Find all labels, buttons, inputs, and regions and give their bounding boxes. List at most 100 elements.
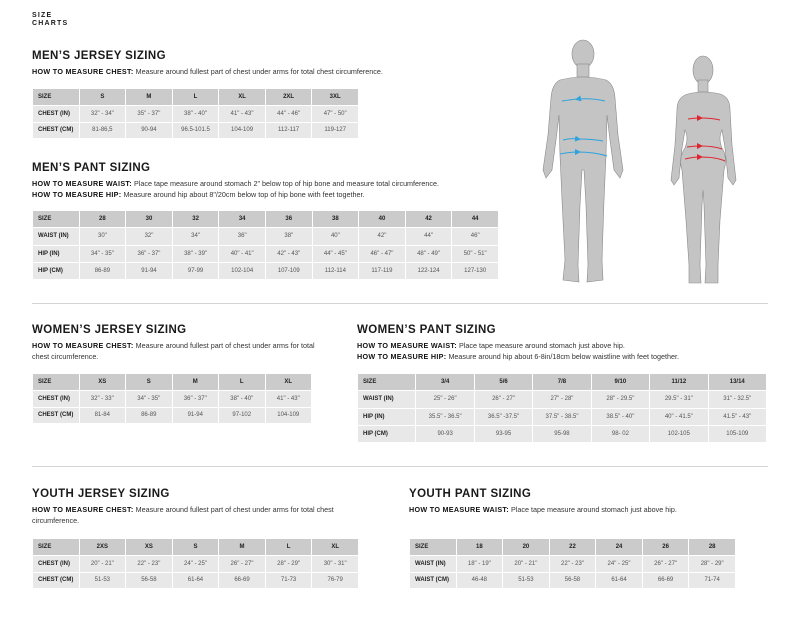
table-header-cell: 36: [264, 209, 313, 229]
section-title: WOMEN’S JERSEY SIZING: [32, 324, 187, 336]
table-cell: 102-104: [218, 261, 266, 281]
table-header-row: SIZE 18 20 22 24 26 28: [409, 538, 736, 556]
womens-pant-table: SIZE 3/4 5/6 7/8 9/10 11/12 13/14 WAIST (IN) 25"…: [356, 372, 768, 444]
table-cell: 119-127: [311, 121, 359, 140]
table-row: CHEST (IN) 32" - 33" 34" - 35" 36" - 37" 38"…: [32, 389, 312, 408]
table-cell: 44" - 46": [264, 104, 313, 123]
instruction-text: Place tape measure around stomach 2" bel…: [134, 179, 440, 188]
table-header-row: SIZE S M L XL 2XL 3XL: [32, 88, 359, 106]
table-cell: 48" - 49": [404, 244, 453, 263]
table-header-cell: S: [171, 538, 220, 556]
table-header-cell: 22: [548, 538, 597, 556]
instruction-label: HOW TO MEASURE HIP:: [32, 189, 122, 199]
table-cell: 44" - 45": [311, 244, 360, 263]
table-cell: 76-79: [311, 571, 359, 590]
instruction-text: Measure around fullest part of chest und…: [135, 67, 383, 76]
mens-pant-table: SIZE 28 30 32 34 36 38 40 42 44 WAIST (IN) 30" 32" 34…: [32, 209, 499, 281]
youth-jersey-table: SIZE 2XS XS S M L XL CHEST (IN) 20" - 21" 22" - 2…: [32, 538, 359, 590]
table-cell: 41.5" - 43": [707, 407, 768, 426]
measure-instructions: HOW TO MEASURE CHEST: Measure around ful…: [32, 341, 317, 362]
table-cell: 97-102: [218, 406, 266, 425]
section-divider: [32, 466, 768, 467]
youth-jersey-section: YOUTH JERSEY SIZING HOW TO MEASURE CHEST:…: [32, 488, 367, 526]
table-header-cell: 26: [641, 538, 690, 556]
table-header-cell: L: [171, 88, 220, 106]
instruction-line: HOW TO MEASURE WAIST: Place tape measure…: [32, 179, 532, 190]
instruction-line: HOW TO MEASURE WAIST: Place tape measure…: [357, 341, 777, 352]
instruction-line: HOW TO MEASURE CHEST: Measure around ful…: [32, 67, 512, 78]
row-label-cell: WAIST (IN): [32, 227, 80, 246]
table-cell: 86-89: [125, 406, 173, 425]
table-cell: 42" - 43": [264, 244, 313, 263]
row-label-cell: HIP (CM): [356, 424, 417, 444]
table-cell: 81-84: [78, 406, 126, 425]
table-header-row: SIZE 28 30 32 34 36 38 40 42 44: [32, 209, 499, 229]
table-cell: 47" - 50": [311, 104, 359, 123]
table-cell: 32" - 34": [78, 104, 127, 123]
instruction-label: HOW TO MEASURE HIP:: [357, 351, 447, 361]
table-header-cell: 24: [595, 538, 643, 556]
table-cell: 112-117: [264, 121, 313, 140]
body-measurement-figures: [542, 39, 737, 284]
table-cell: 91-94: [125, 261, 173, 281]
instruction-text: Measure around hip about 6-8in/18cm belo…: [448, 351, 679, 361]
table-header-cell: 13/14: [707, 372, 768, 392]
instruction-label: HOW TO MEASURE CHEST:: [32, 67, 134, 76]
table-header-cell: XS: [125, 538, 173, 556]
table-cell: 28" - 29.5": [590, 390, 651, 409]
instruction-text: Place tape measure around stomach just a…: [511, 505, 677, 514]
table-cell: 127-130: [451, 261, 499, 281]
instruction-label: HOW TO MEASURE WAIST:: [409, 505, 510, 514]
womens-pant-section: WOMEN’S PANT SIZING HOW TO MEASURE WAIST:…: [357, 324, 777, 362]
table-header-cell: L: [264, 538, 313, 556]
table-cell: 25" - 26": [415, 390, 475, 409]
table-cell: 105-109: [707, 424, 768, 444]
table-cell: 56-58: [548, 571, 597, 590]
instruction-label: HOW TO MEASURE CHEST:: [32, 341, 134, 350]
table-header-cell: XS: [78, 373, 126, 391]
table-cell: 36.5" -37.5": [473, 407, 534, 426]
table-header-cell: 9/10: [590, 372, 651, 392]
table-row: CHEST (IN) 20" - 21" 22" - 23" 24" - 25" 26"…: [32, 554, 359, 573]
youth-pant-table: SIZE 18 20 22 24 26 28 WAIST (IN) 18" - 19" 20" -…: [409, 538, 736, 590]
mens-jersey-table: SIZE S M L XL 2XL 3XL CHEST (IN) 32" - 34" 35" - …: [32, 88, 359, 140]
table-header-cell: 30: [125, 209, 173, 229]
table-header-cell: XL: [218, 88, 266, 106]
instruction-text: Measure around fullest part of chest und…: [32, 341, 315, 361]
table-cell: 97-99: [171, 261, 220, 281]
table-row: WAIST (IN) 25" - 26" 26" - 27" 27" - 28" 28"…: [356, 390, 768, 409]
table-header-cell: 7/8: [532, 372, 592, 392]
table-cell: 104-109: [218, 121, 266, 140]
table-row: HIP (IN) 35.5" - 36.5" 36.5" -37.5" 37.5" -…: [356, 407, 768, 426]
table-cell: 36" - 37": [125, 244, 173, 263]
table-cell: 51-53: [502, 571, 550, 590]
row-label-cell: CHEST (CM): [32, 571, 80, 590]
table-header-cell: 38: [311, 209, 360, 229]
table-row: WAIST (CM) 46-48 51-53 56-58 61-64 66-69 71-74: [409, 571, 736, 590]
table-header-cell: 18: [455, 538, 504, 556]
table-cell: 18" - 19": [455, 554, 504, 573]
instruction-line: HOW TO MEASURE WAIST: Place tape measure…: [409, 505, 789, 516]
section-title: YOUTH JERSEY SIZING: [32, 488, 170, 500]
table-header-cell: 34: [218, 209, 266, 229]
table-cell: 56-58: [125, 571, 173, 590]
row-label-cell: CHEST (IN): [32, 554, 80, 573]
table-cell: 34" - 35": [125, 389, 173, 408]
row-label-cell: CHEST (CM): [32, 406, 80, 425]
table-cell: 38": [264, 227, 313, 246]
table-cell: 102-105: [649, 424, 709, 444]
table-cell: 41" - 43": [218, 104, 266, 123]
table-header-cell: L: [218, 373, 266, 391]
instruction-text: Measure around fullest part of chest und…: [32, 505, 334, 525]
mens-pant-section: MEN’S PANT SIZING HOW TO MEASURE WAIST: P…: [32, 162, 532, 200]
row-label-cell: WAIST (CM): [409, 571, 457, 590]
instruction-label: HOW TO MEASURE CHEST:: [32, 505, 134, 514]
table-header-cell: SIZE: [356, 372, 417, 392]
table-cell: 107-109: [264, 261, 313, 281]
male-tape-lines: [559, 95, 608, 157]
table-cell: 61-64: [595, 571, 643, 590]
table-header-cell: 20: [502, 538, 550, 556]
row-label-cell: HIP (CM): [32, 261, 80, 281]
male-figure-icon: [542, 39, 624, 283]
row-label-cell: CHEST (IN): [32, 104, 80, 123]
